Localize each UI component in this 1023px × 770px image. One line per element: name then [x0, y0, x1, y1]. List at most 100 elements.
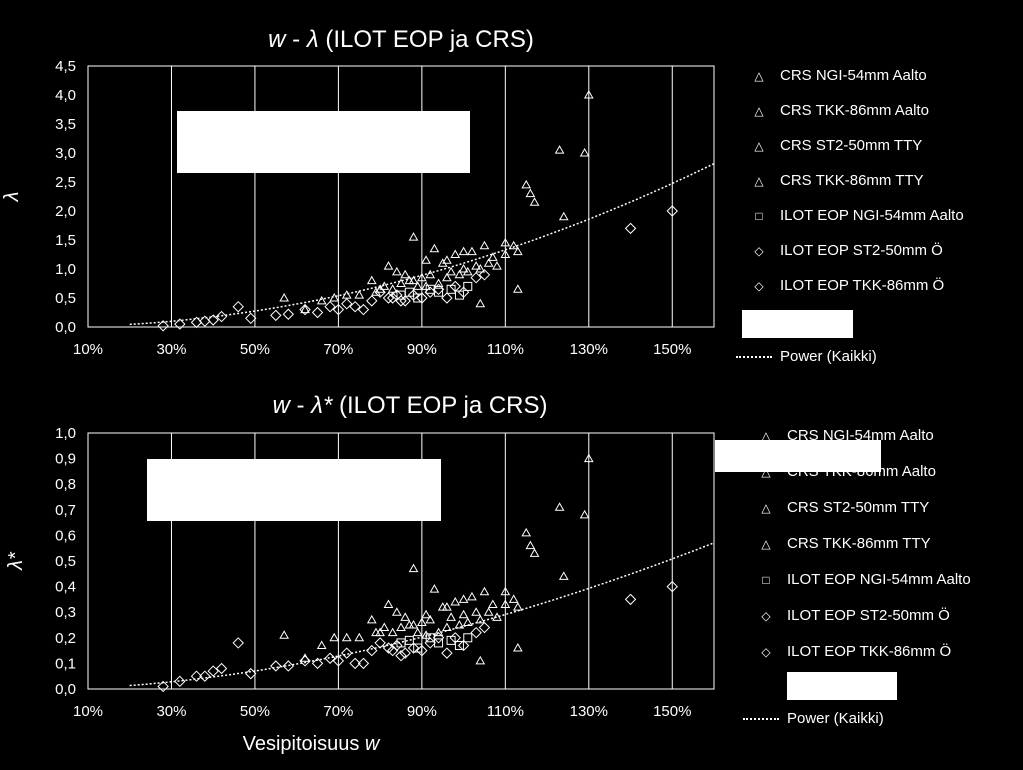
- data-point: [479, 240, 490, 250]
- data-point: [354, 632, 365, 642]
- triangle-marker-icon: △: [754, 104, 764, 118]
- white-redaction-box: [177, 111, 470, 173]
- data-point: [404, 619, 415, 629]
- data-point: [450, 249, 461, 258]
- x-tick-label: 110%: [487, 341, 524, 358]
- data-point: [558, 571, 569, 580]
- series-7: [349, 269, 491, 313]
- y-tick-label: 0,1: [55, 655, 76, 672]
- data-point: [487, 252, 498, 261]
- y-tick-label: 3,0: [55, 145, 76, 162]
- y-tick-label: 3,5: [55, 116, 76, 133]
- legend-label: CRS ST2-50mm TTY: [787, 499, 930, 516]
- series-1: [408, 232, 519, 264]
- trendline: [129, 163, 715, 326]
- data-point: [475, 298, 486, 308]
- data-point: [483, 607, 494, 616]
- y-tick-label: 2,5: [55, 174, 76, 191]
- x-tick-label: 70%: [323, 703, 353, 720]
- x-tick-label: 90%: [407, 341, 437, 358]
- white-redaction-box: [147, 459, 441, 521]
- data-point: [383, 599, 394, 609]
- data-point: [366, 614, 377, 624]
- y-axis-label: λ*: [5, 551, 27, 571]
- data-point: [215, 662, 228, 675]
- legend-label: Power (Kaikki): [780, 348, 877, 365]
- y-tick-label: 0,2: [55, 630, 76, 647]
- data-point: [457, 286, 470, 298]
- data-point: [416, 292, 428, 304]
- y-tick-label: 0,9: [55, 451, 76, 468]
- legend-item-trendline: Power (Kaikki): [743, 710, 884, 727]
- legend-label: CRS TKK-86mm TTY: [780, 172, 924, 189]
- diamond-marker-icon: ◇: [754, 244, 764, 258]
- x-tick-label: 30%: [156, 703, 186, 720]
- data-point: [387, 627, 398, 637]
- series-4: [371, 246, 523, 296]
- series-2: [475, 89, 594, 308]
- diamond-marker-icon: ◇: [761, 609, 771, 623]
- data-point: [300, 304, 310, 314]
- data-point: [454, 269, 465, 279]
- data-point: [332, 655, 345, 667]
- blank-legend-entry: [787, 672, 897, 700]
- data-point: [666, 580, 678, 593]
- data-point: [525, 188, 536, 198]
- legend-item: □ ILOT EOP NGI-54mm Aalto: [757, 571, 971, 588]
- data-point: [433, 278, 444, 287]
- data-point: [500, 249, 511, 258]
- series-4: [371, 602, 523, 639]
- data-point: [457, 639, 470, 652]
- x-tick-label: 130%: [570, 703, 608, 720]
- legend-item: ◇ ILOT EOP TKK-86mm Ö: [750, 277, 944, 294]
- data-point: [478, 269, 491, 281]
- dotted-line-icon: [743, 718, 779, 721]
- data-point: [487, 599, 498, 609]
- data-point: [446, 612, 456, 621]
- data-point: [157, 680, 169, 693]
- data-point: [467, 591, 477, 601]
- data-point: [391, 607, 402, 616]
- data-point: [232, 637, 244, 649]
- data-point: [425, 614, 436, 624]
- legend-label: ILOT EOP TKK-86mm Ö: [780, 277, 945, 294]
- data-point: [458, 263, 469, 273]
- data-point: [475, 614, 486, 624]
- data-point: [190, 316, 203, 329]
- y-tick-label: 4,0: [55, 87, 76, 104]
- series-2: [475, 453, 594, 665]
- x-axis-label: Vesipitoisuus w: [243, 733, 381, 755]
- data-point: [437, 258, 448, 267]
- legend-item: ◇ ILOT EOP TKK-86mm Ö: [757, 643, 951, 660]
- data-point: [463, 633, 473, 643]
- data-point: [316, 295, 327, 305]
- data-point: [371, 627, 381, 637]
- data-point: [471, 261, 481, 270]
- legend-item: □ ILOT EOP NGI-54mm Aalto: [750, 207, 963, 224]
- data-point: [400, 269, 411, 279]
- data-point: [404, 635, 414, 645]
- legend-label: ILOT EOP NGI-54mm Aalto: [787, 571, 971, 588]
- data-point: [282, 660, 295, 672]
- data-point: [341, 632, 352, 642]
- data-point: [279, 630, 290, 639]
- data-point: [386, 292, 399, 304]
- data-point: [282, 308, 295, 320]
- data-point: [579, 509, 590, 519]
- data-point: [500, 237, 511, 247]
- legend-label: ILOT EOP ST2-50mm Ö: [780, 242, 943, 259]
- dotted-line-icon: [736, 356, 772, 359]
- data-point: [424, 637, 436, 649]
- data-point: [470, 271, 482, 284]
- data-point: [441, 292, 453, 304]
- data-point: [207, 314, 219, 326]
- data-point: [432, 632, 445, 644]
- legend-label: ILOT EOP TKK-86mm Ö: [787, 643, 952, 660]
- data-point: [404, 275, 415, 285]
- x-tick-label: 150%: [653, 341, 691, 358]
- legend-label: CRS NGI-54mm Aalto: [780, 67, 927, 84]
- data-point: [441, 647, 453, 659]
- series-7: [349, 621, 491, 670]
- data-point: [279, 292, 290, 302]
